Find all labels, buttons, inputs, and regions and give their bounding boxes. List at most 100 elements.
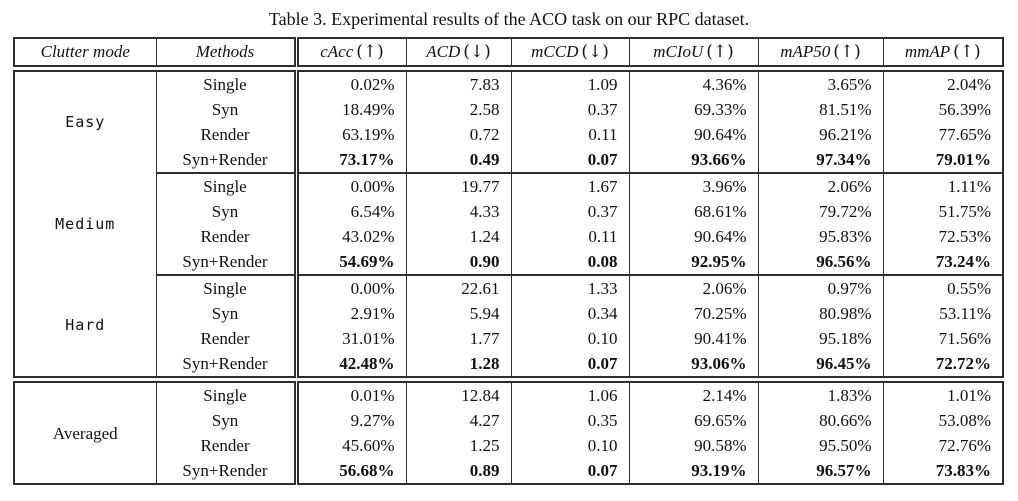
value-cell: 2.91% [293,301,406,326]
table-row: Hard Single 0.00% 22.61 1.33 2.06% 0.97%… [14,275,1003,334]
value-cell: 0.00% [293,275,406,301]
value-cell: 4.33 [405,199,511,224]
header-cacc: cAcc (↑) [293,38,406,66]
value-cell: 96.21% [757,122,883,147]
value-cell: 92.95% [628,249,758,276]
method-cell: Single [155,275,296,301]
value-cell: 96.56% [757,249,883,276]
value-cell: 0.07 [510,147,629,174]
value-cell: 9.27% [293,408,406,433]
value-cell: 2.14% [628,382,758,408]
mode-cell-hard: Hard [65,316,106,334]
value-cell: 1.67 [510,173,629,199]
method-cell: Syn [155,301,296,326]
value-cell: 2.58 [405,97,511,122]
mode-cell-easy: Easy [65,113,106,131]
value-cell: 45.60% [293,433,406,458]
results-table-body: Easy Single 0.02% 7.83 1.09 4.36% 3.65% … [13,70,1004,378]
value-cell: 80.66% [757,408,883,433]
header-clutter-mode: Clutter mode [14,38,156,66]
up-arrow-icon: (↑) [706,42,734,62]
value-cell: 69.65% [628,408,758,433]
value-cell: 1.24 [405,224,511,249]
value-cell: 96.45% [757,351,883,377]
value-cell: 56.39% [882,97,1003,122]
value-cell: 0.11 [510,122,629,147]
header-label: mCCD [531,42,579,61]
value-cell: 4.27 [405,408,511,433]
method-cell: Render [155,433,296,458]
value-cell: 1.09 [510,71,629,97]
value-cell: 43.02% [293,224,406,249]
value-cell: 0.10 [510,326,629,351]
up-arrow-icon: (↑) [833,42,861,62]
value-cell: 96.57% [757,458,883,484]
table-row: Syn 18.49% 2.58 0.37 69.33% 81.51% 56.39… [14,97,1003,122]
value-cell: 1.06 [510,382,629,408]
method-cell: Render [155,122,296,147]
table-row: Syn 2.91% 5.94 0.34 70.25% 80.98% 53.11% [14,301,1003,326]
table-row-best: Syn+Render 54.69% 0.90 0.08 92.95% 96.56… [14,249,1003,276]
header-mmap: mmAP (↑) [882,38,1003,66]
value-cell: 0.90 [405,249,511,276]
value-cell: 2.04% [882,71,1003,97]
value-cell: 22.61 [405,275,511,301]
value-cell: 3.96% [628,173,758,199]
table-row: Render 63.19% 0.72 0.11 90.64% 96.21% 77… [14,122,1003,147]
mode-cell-medium: Medium [55,214,116,233]
value-cell: 81.51% [757,97,883,122]
value-cell: 70.25% [628,301,758,326]
header-label: mCIoU [653,42,704,61]
value-cell: 5.94 [405,301,511,326]
value-cell: 1.25 [405,433,511,458]
method-cell: Single [155,173,296,199]
down-arrow-icon: (↓) [581,42,609,62]
method-cell: Single [155,382,296,408]
up-arrow-icon: (↑) [356,42,384,62]
value-cell: 72.53% [882,224,1003,249]
mode-cell-averaged: Averaged [52,423,118,443]
header-mccd: mCCD (↓) [510,38,629,66]
table-row: Render 43.02% 1.24 0.11 90.64% 95.83% 72… [14,224,1003,249]
table-row: Averaged Single 0.01% 12.84 1.06 2.14% 1… [14,382,1003,443]
value-cell: 31.01% [293,326,406,351]
method-cell: Syn+Render [155,351,296,377]
value-cell: 0.72 [405,122,511,147]
value-cell: 79.01% [882,147,1003,174]
value-cell: 2.06% [757,173,883,199]
value-cell: 93.66% [628,147,758,174]
value-cell: 1.77 [405,326,511,351]
value-cell: 72.76% [882,433,1003,458]
header-label: mAP50 [780,42,831,61]
value-cell: 0.35 [510,408,629,433]
value-cell: 77.65% [882,122,1003,147]
value-cell: 90.64% [628,122,758,147]
value-cell: 0.34 [510,301,629,326]
value-cell: 1.33 [510,275,629,301]
value-cell: 1.28 [405,351,511,377]
value-cell: 0.01% [293,382,406,408]
value-cell: 42.48% [293,351,406,377]
method-cell: Syn+Render [155,249,296,276]
value-cell: 95.18% [757,326,883,351]
value-cell: 7.83 [405,71,511,97]
value-cell: 0.37 [510,199,629,224]
value-cell: 73.83% [882,458,1003,484]
method-cell: Render [155,326,296,351]
value-cell: 90.58% [628,433,758,458]
value-cell: 6.54% [293,199,406,224]
value-cell: 1.11% [882,173,1003,199]
value-cell: 72.72% [882,351,1003,377]
results-table-averaged: Averaged Single 0.01% 12.84 1.06 2.14% 1… [13,381,1004,485]
value-cell: 69.33% [628,97,758,122]
header-mciou: mCIoU (↑) [628,38,758,66]
header-label: Methods [195,42,255,61]
value-cell: 0.49 [405,147,511,174]
value-cell: 93.19% [628,458,758,484]
header-label: Clutter mode [40,42,130,61]
value-cell: 51.75% [882,199,1003,224]
value-cell: 93.06% [628,351,758,377]
header-map50: mAP50 (↑) [757,38,883,66]
method-cell: Syn [155,408,296,433]
